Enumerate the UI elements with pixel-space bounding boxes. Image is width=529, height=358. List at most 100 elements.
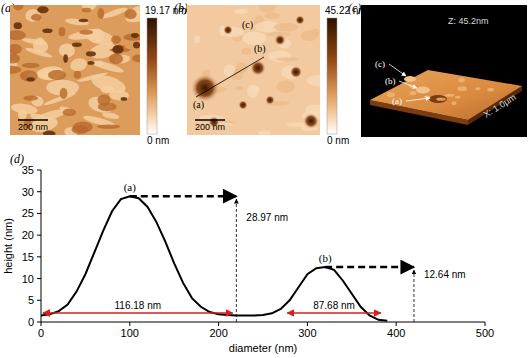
marker-label: (a) (392, 96, 402, 106)
afm-light-region (10, 131, 15, 135)
scale-bar-label: 200 nm (195, 122, 225, 132)
y-tick (37, 278, 41, 279)
marker-arrow (389, 64, 406, 76)
afm-texture (281, 66, 302, 80)
afm-light-region (109, 90, 129, 101)
marker-label: (b) (385, 76, 396, 86)
y-tick (37, 213, 41, 214)
peak-width-arrow (43, 312, 233, 313)
afm-dark-region (42, 28, 52, 33)
afm-pit (265, 95, 275, 105)
afm-dark-region (79, 19, 89, 22)
afm-pit (223, 25, 233, 35)
surface-feature (487, 88, 494, 92)
afm-dark-region (86, 51, 96, 56)
scale-bar-label: 200 nm (18, 122, 48, 132)
x-tick (307, 322, 308, 326)
afm-mid-region (10, 66, 21, 74)
surface-feature (455, 96, 461, 99)
afm-texture (258, 130, 271, 135)
y-tick-label: 15 (22, 251, 34, 263)
figure: (a)200 nm19.17 nm0 nm(b)(a)(b)(c)200 nm4… (0, 0, 529, 358)
peak-height-arrow (236, 199, 237, 322)
surface-feature (429, 95, 447, 103)
afm-texture (194, 36, 201, 44)
afm-pit (290, 66, 303, 79)
afm-mid-region (123, 34, 140, 41)
afm-dark-region (112, 45, 123, 54)
afm-mid-region (132, 55, 140, 63)
profile-line (196, 57, 264, 97)
panel-label: (b) (174, 1, 188, 15)
x-tick-label: 300 (298, 327, 316, 339)
afm-mid-region (97, 8, 104, 19)
afm-mid-region (10, 30, 26, 40)
scale-bar (18, 119, 48, 121)
peak-height-guide (130, 195, 237, 198)
afm-mid-region (60, 88, 68, 99)
y-tick (37, 191, 41, 192)
x-axis-label: X: 1.0µm (482, 92, 518, 120)
afm-texture (274, 23, 298, 31)
afm-mid-region (79, 30, 93, 35)
afm-light-region (80, 5, 99, 13)
x-tick (218, 322, 219, 326)
afm-light-region (69, 56, 89, 73)
peak-height-label: 28.97 nm (246, 212, 288, 223)
afm-dark-region (121, 97, 128, 101)
x-tick (41, 322, 42, 326)
afm-pit (303, 113, 319, 129)
afm-light-region (77, 71, 109, 83)
afm-background (187, 5, 320, 135)
peak-width-label: 87.68 nm (313, 300, 355, 311)
surface-feature (451, 101, 456, 105)
afm-mid-region (111, 36, 121, 44)
afm-dark-region (88, 61, 95, 65)
surface-feature (409, 91, 416, 95)
surface-feature (445, 94, 455, 97)
afm-dark-region (37, 6, 49, 13)
afm-dark-region (63, 54, 68, 63)
z-axis-label: Z: 45.2nm (448, 16, 489, 26)
afm-mid-region (20, 70, 38, 81)
surface-feature (416, 87, 430, 94)
afm-texture (301, 30, 319, 41)
y-tick-label: 20 (22, 229, 34, 241)
x-tick (485, 322, 486, 326)
y-tick-label: 0 (28, 316, 34, 328)
x-tick (129, 322, 130, 326)
peak-width-arrow (287, 312, 381, 313)
colorbar (147, 18, 157, 134)
afm-texture (259, 5, 276, 13)
surface-feature (436, 98, 445, 101)
afm-light-region (100, 6, 128, 21)
afm-pit (238, 100, 248, 110)
afm-mid-region (58, 27, 65, 36)
surface-feature (475, 87, 481, 90)
afm-texture (276, 57, 298, 61)
y-tick (37, 256, 41, 257)
afm-image (187, 5, 320, 135)
afm-mid-region (31, 14, 41, 21)
surface-feature (404, 76, 416, 82)
y-tick-label: 5 (28, 294, 34, 306)
panel-label: (c) (348, 1, 361, 15)
afm-light-region (21, 37, 46, 46)
y-tick-label: 25 (22, 207, 34, 219)
surface-feature (458, 78, 465, 83)
afm-light-region (93, 60, 104, 67)
afm-light-region (65, 17, 89, 26)
afm-texture (264, 13, 280, 19)
view-3d-background (361, 5, 527, 137)
afm-mid-region (73, 122, 93, 133)
colorbar-min-label: 0 nm (327, 135, 349, 146)
afm-mid-region (48, 70, 66, 80)
surface-feature (424, 96, 431, 98)
afm-light-region (25, 46, 54, 59)
surface-feature (457, 86, 467, 91)
x-tick-label: 500 (476, 327, 494, 339)
afm-dark-region (27, 77, 35, 81)
marker-arrow (406, 98, 430, 101)
afm-mid-region (97, 95, 110, 106)
y-tick (37, 235, 41, 236)
